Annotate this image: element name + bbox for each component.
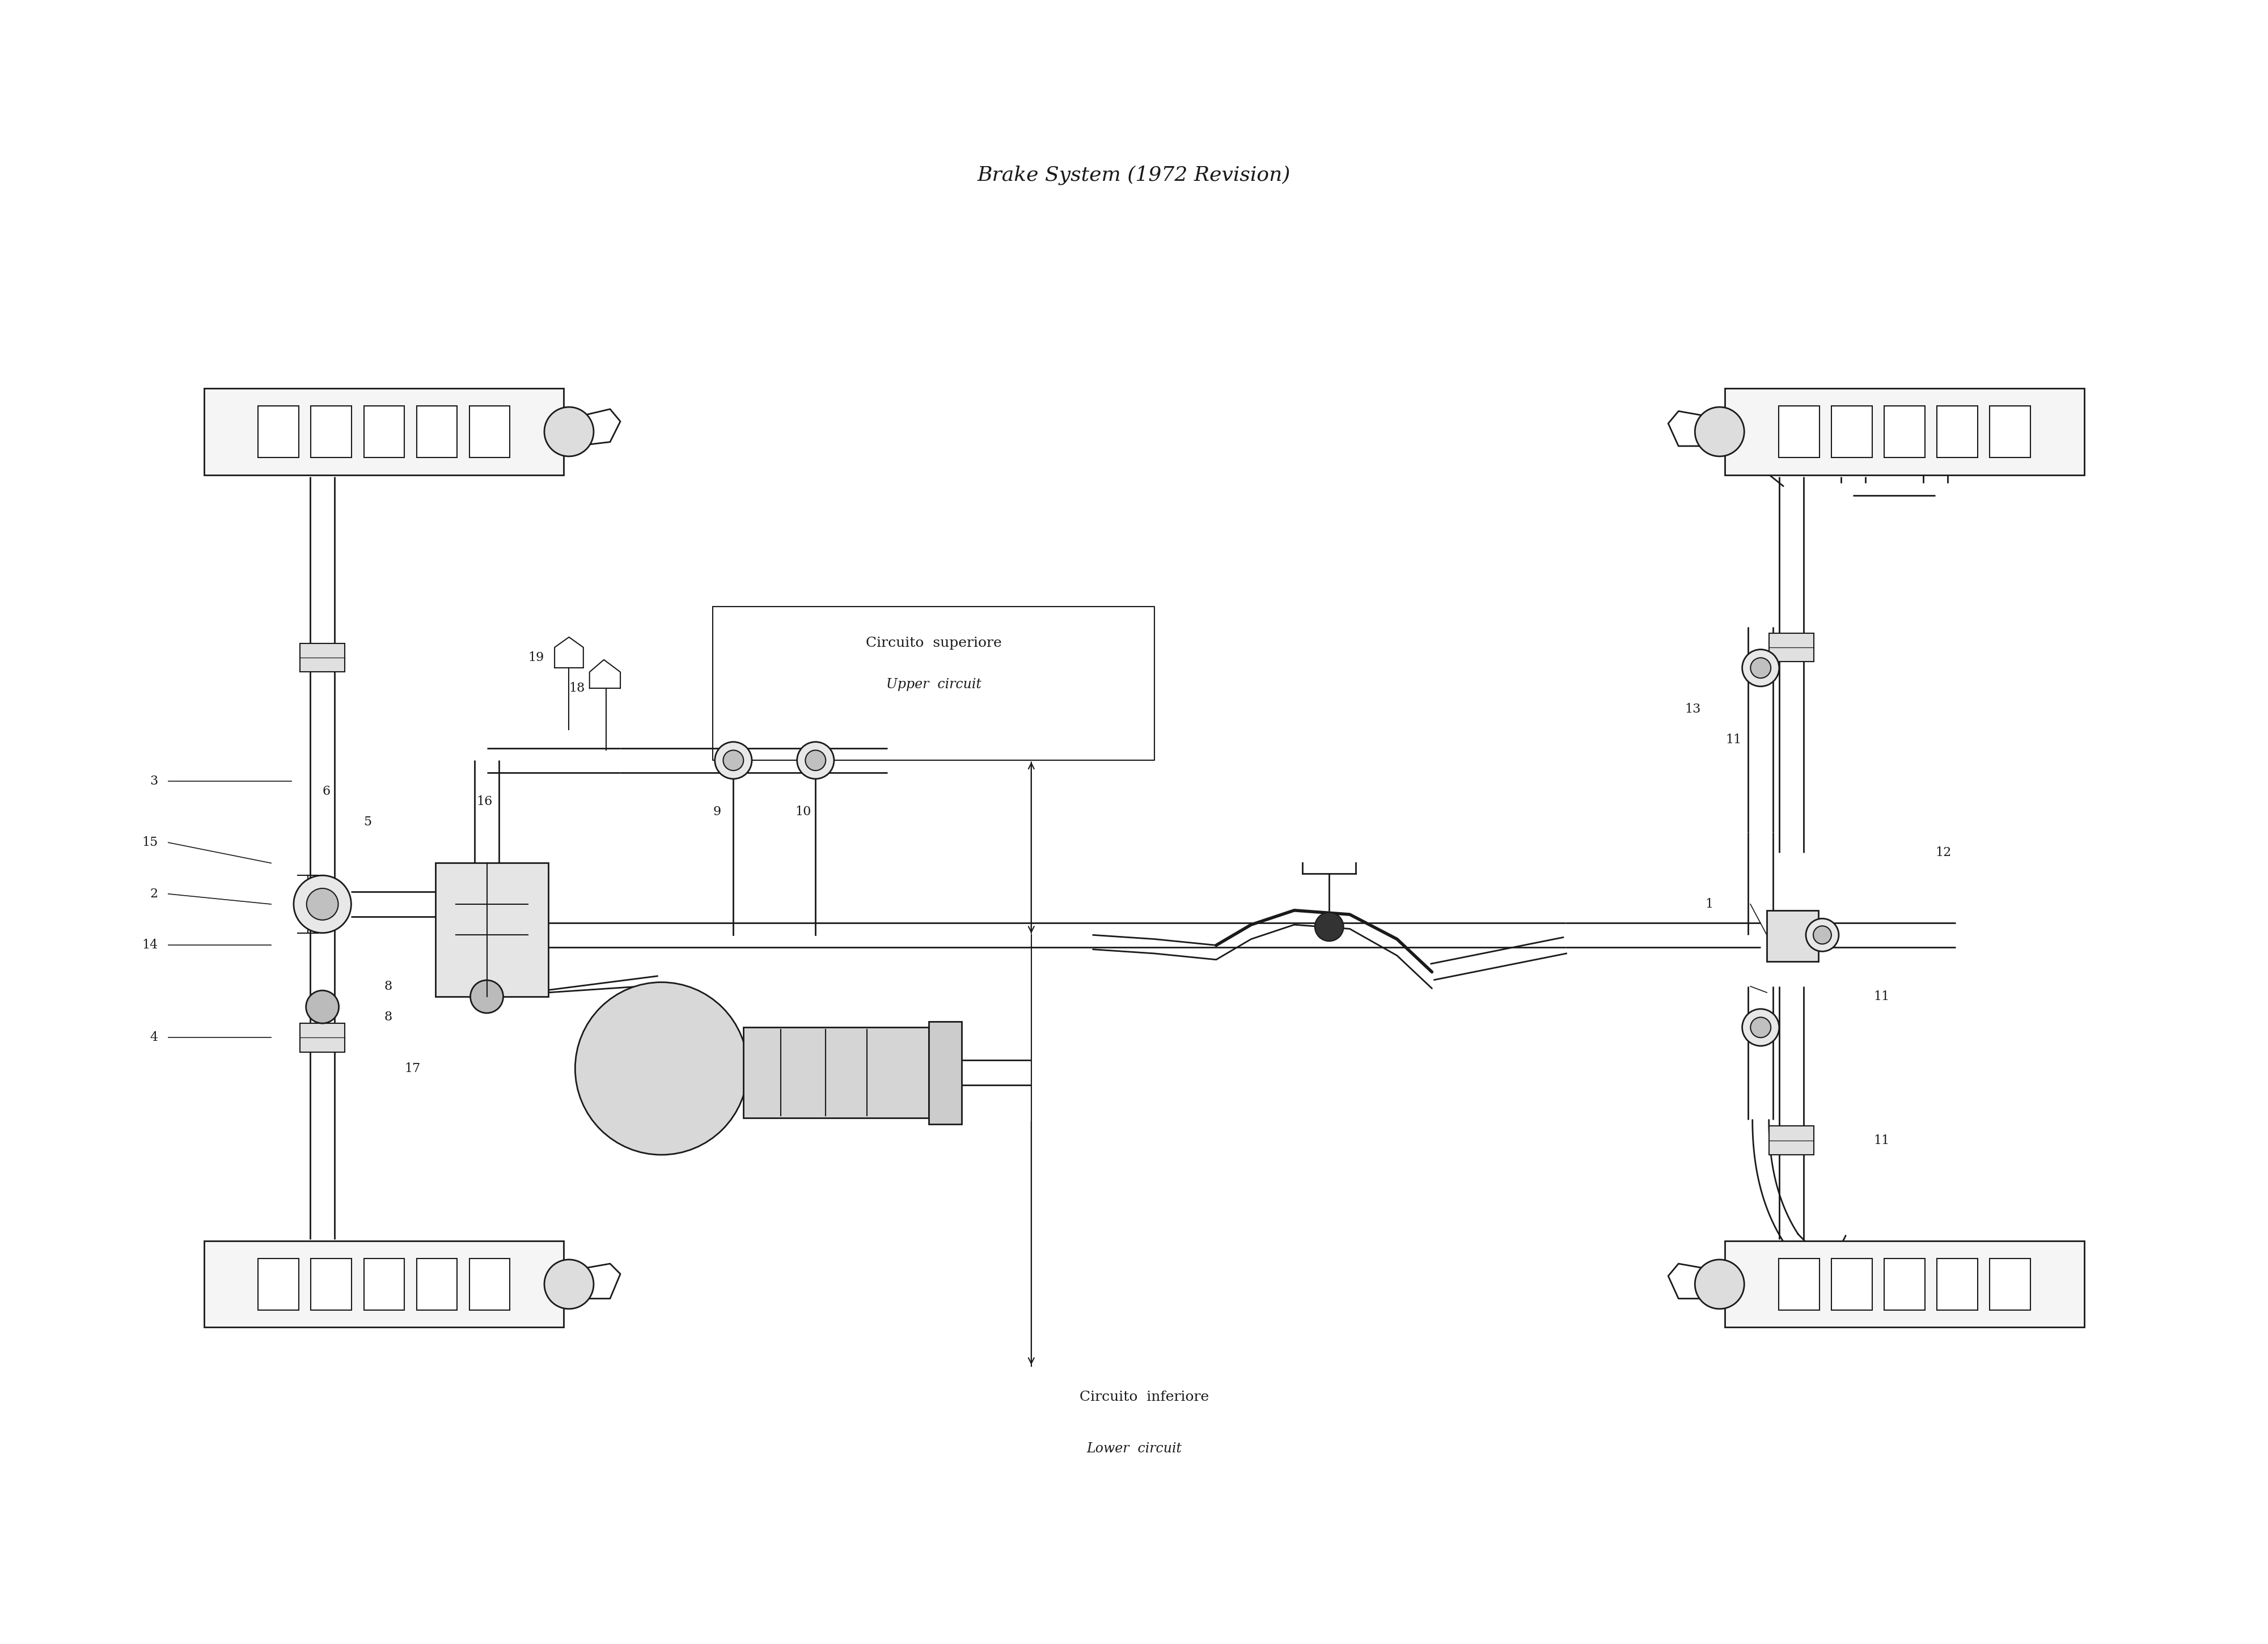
Bar: [1724, 388, 2084, 475]
Circle shape: [544, 408, 594, 457]
Circle shape: [714, 741, 751, 779]
Text: Circuito  superiore: Circuito superiore: [866, 636, 1002, 649]
Bar: [1833, 1258, 1871, 1310]
Circle shape: [796, 741, 835, 779]
Text: 12: 12: [1935, 847, 1950, 860]
Bar: [1937, 1258, 1978, 1310]
Text: 16: 16: [476, 796, 492, 807]
Circle shape: [1814, 926, 1830, 944]
Bar: [1769, 1126, 1814, 1154]
Text: 5: 5: [363, 815, 372, 829]
Circle shape: [544, 1259, 594, 1309]
Bar: [1769, 633, 1814, 663]
Bar: [204, 388, 565, 475]
Circle shape: [1694, 408, 1744, 457]
Text: 4: 4: [150, 1031, 159, 1044]
Bar: [469, 406, 510, 457]
Bar: [259, 1258, 299, 1310]
Bar: [744, 1028, 928, 1118]
Circle shape: [469, 980, 503, 1013]
Bar: [299, 643, 345, 672]
Bar: [1724, 1241, 2084, 1327]
Bar: [259, 406, 299, 457]
Circle shape: [576, 981, 748, 1154]
Bar: [1833, 406, 1871, 457]
Text: Lower  circuit: Lower circuit: [1086, 1442, 1182, 1455]
Bar: [363, 1258, 404, 1310]
Circle shape: [1751, 658, 1771, 677]
Bar: [928, 1021, 962, 1124]
Bar: [1885, 1258, 1926, 1310]
Bar: [299, 1023, 345, 1052]
Bar: [311, 1258, 352, 1310]
Circle shape: [723, 750, 744, 771]
Circle shape: [306, 990, 338, 1023]
Circle shape: [293, 875, 352, 932]
Bar: [435, 863, 549, 996]
Bar: [1778, 406, 1819, 457]
Circle shape: [805, 750, 826, 771]
Text: Circuito  inferiore: Circuito inferiore: [1080, 1391, 1209, 1404]
Bar: [417, 1258, 458, 1310]
Text: 11: 11: [1726, 733, 1742, 746]
Bar: [1989, 406, 2030, 457]
Bar: [363, 406, 404, 457]
Bar: [469, 1258, 510, 1310]
Text: Upper  circuit: Upper circuit: [887, 677, 982, 690]
Bar: [1937, 406, 1978, 457]
Text: 8: 8: [383, 1011, 392, 1024]
Text: Brake System (1972 Revision): Brake System (1972 Revision): [978, 164, 1290, 184]
Text: 1: 1: [1706, 898, 1712, 911]
Bar: [1778, 1258, 1819, 1310]
Text: 11: 11: [1873, 990, 1889, 1003]
Text: 3: 3: [150, 774, 159, 787]
Bar: [1885, 406, 1926, 457]
Text: 15: 15: [143, 837, 159, 848]
Bar: [1989, 1258, 2030, 1310]
Circle shape: [1694, 1259, 1744, 1309]
Text: 2: 2: [150, 888, 159, 901]
Circle shape: [1315, 912, 1343, 940]
Text: 10: 10: [796, 806, 812, 819]
Text: 9: 9: [712, 806, 721, 819]
Bar: [204, 1241, 565, 1327]
Text: 19: 19: [528, 651, 544, 664]
Text: 6: 6: [322, 784, 331, 797]
Text: 17: 17: [404, 1062, 420, 1075]
Circle shape: [1742, 1009, 1778, 1046]
Text: 14: 14: [143, 939, 159, 952]
Circle shape: [1805, 919, 1839, 952]
Text: 8: 8: [383, 980, 392, 993]
Bar: [417, 406, 458, 457]
Bar: [1767, 911, 1819, 962]
Text: 11: 11: [1873, 1134, 1889, 1146]
Text: 13: 13: [1685, 702, 1701, 715]
Circle shape: [306, 888, 338, 921]
Text: 18: 18: [569, 682, 585, 695]
Circle shape: [1751, 1018, 1771, 1037]
Circle shape: [1742, 649, 1778, 687]
Bar: [311, 406, 352, 457]
